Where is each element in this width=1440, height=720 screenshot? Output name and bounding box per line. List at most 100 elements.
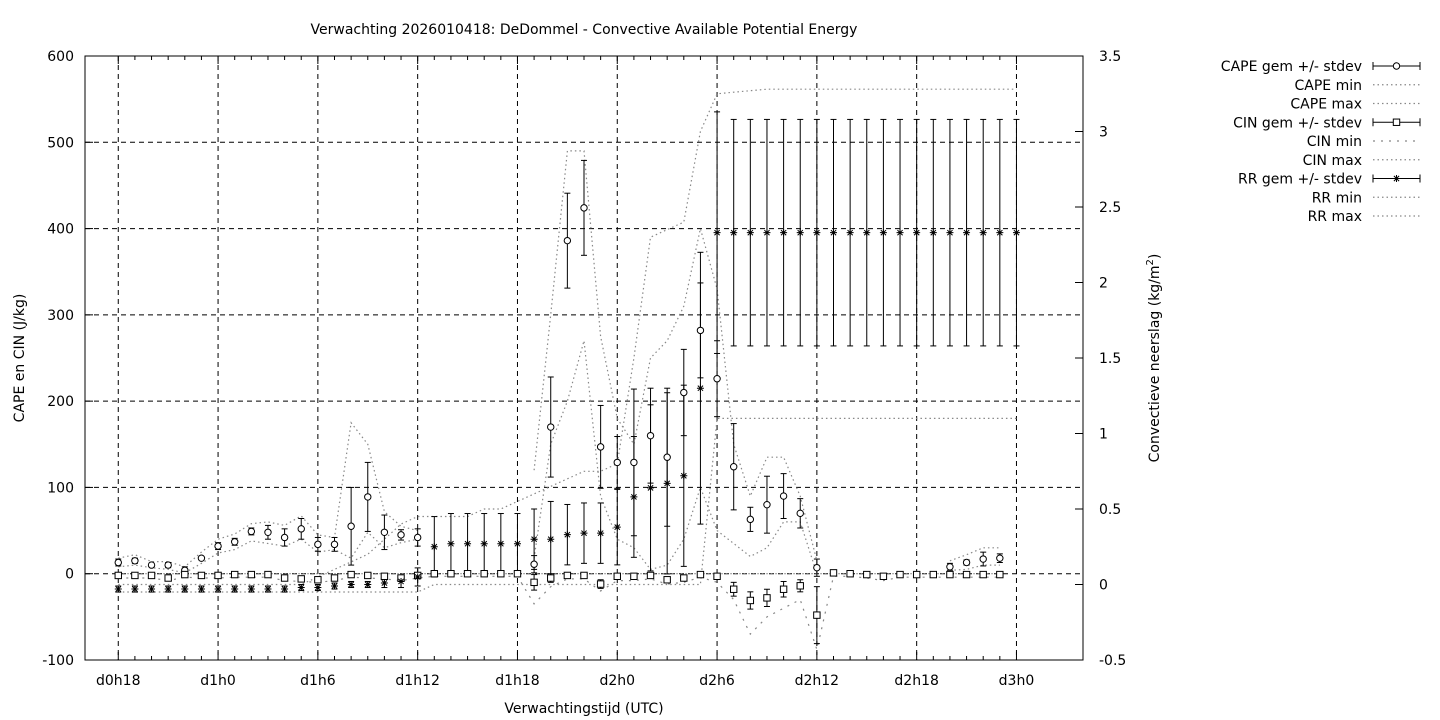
cape-mean-point bbox=[580, 204, 588, 212]
rr-mean-point bbox=[264, 585, 272, 593]
cin-mean-point bbox=[730, 585, 738, 593]
cin-mean-point bbox=[280, 574, 289, 582]
y2-axis-label-sup: 2 bbox=[1145, 259, 1156, 265]
rr-mean-point bbox=[929, 229, 937, 237]
cape-mean-point bbox=[380, 528, 389, 536]
rr-mean-point bbox=[281, 585, 289, 593]
cape-mean-point bbox=[613, 458, 621, 467]
cape-mean-point bbox=[730, 463, 738, 471]
y-tick-label: 500 bbox=[47, 135, 74, 151]
cape-mean-point bbox=[397, 531, 405, 539]
cape-mean-point bbox=[946, 563, 954, 571]
x-tick-label: d2h0 bbox=[599, 673, 635, 689]
cin-mean-point bbox=[264, 570, 272, 579]
cin-mean-point bbox=[896, 570, 904, 579]
cape-mean-point bbox=[646, 431, 655, 440]
rr-mean-point bbox=[347, 581, 355, 588]
rr-mean-point bbox=[1012, 229, 1020, 237]
rr-mean-point bbox=[247, 585, 255, 593]
y-tick-label: -100 bbox=[42, 653, 74, 669]
cape-mean-point bbox=[530, 560, 538, 568]
rr-mean-point bbox=[181, 585, 189, 593]
cin-mean-point bbox=[463, 570, 472, 578]
y2-tick-label: 3 bbox=[1099, 125, 1108, 141]
x-tick-label: d1h18 bbox=[495, 673, 539, 689]
rr-mean-point bbox=[414, 573, 422, 581]
y-tick-label: 0 bbox=[65, 567, 74, 583]
rr-mean-point bbox=[397, 577, 405, 585]
cape-mean-point bbox=[114, 558, 122, 567]
cin-mean-point bbox=[912, 570, 921, 579]
cin-mean-point bbox=[364, 571, 372, 580]
rr-mean-point bbox=[630, 493, 638, 501]
cin-mean-point bbox=[430, 570, 439, 578]
error-bars bbox=[115, 111, 1020, 645]
cin-mean-point bbox=[613, 572, 621, 581]
rr-mean-point bbox=[164, 585, 172, 593]
legend-sample-marker bbox=[1393, 175, 1400, 182]
y2-tick-label: 1.5 bbox=[1099, 351, 1121, 367]
rr-mean-point bbox=[231, 585, 239, 593]
x-tick-label: d2h18 bbox=[894, 673, 938, 689]
cape-mean-point bbox=[347, 522, 355, 530]
x-tick-label: d0h18 bbox=[96, 673, 140, 689]
cape-mean-point bbox=[713, 375, 721, 383]
min-max-lines bbox=[118, 88, 1017, 652]
cape-mean-point bbox=[280, 533, 289, 542]
cin-mean-point bbox=[863, 570, 871, 579]
y-tick-label: 100 bbox=[47, 480, 74, 496]
cin-mean-point bbox=[746, 596, 755, 605]
envelope-rr-max bbox=[118, 88, 1017, 586]
cin-mean-point bbox=[596, 580, 605, 588]
y2-tick-label: 1 bbox=[1099, 427, 1108, 443]
rr-mean-point bbox=[563, 531, 571, 539]
cin-mean-point bbox=[713, 572, 721, 581]
rr-mean-point bbox=[846, 229, 854, 237]
envelope-cin-min bbox=[118, 575, 1000, 652]
cin-mean-point bbox=[131, 571, 139, 580]
cape-mean-point bbox=[547, 423, 555, 431]
rr-mean-point bbox=[863, 229, 871, 237]
cin-mean-point bbox=[630, 572, 638, 581]
cin-mean-point bbox=[779, 585, 788, 593]
cin-mean-point bbox=[996, 570, 1004, 579]
cape-mean-point bbox=[247, 527, 256, 536]
cape-mean-point bbox=[630, 458, 638, 467]
cin-mean-point bbox=[563, 571, 572, 580]
cin-mean-point bbox=[297, 575, 305, 583]
legend-sample-marker bbox=[1392, 62, 1401, 70]
cin-mean-point bbox=[114, 571, 122, 580]
legend-label: CIN gem +/- stdev bbox=[1233, 115, 1362, 131]
cape-mean-point bbox=[147, 561, 156, 569]
cape-mean-point bbox=[779, 492, 788, 500]
cin-mean-point bbox=[829, 569, 838, 577]
rr-mean-point bbox=[447, 540, 455, 548]
cin-mean-point bbox=[580, 571, 588, 580]
x-tick-label: d2h12 bbox=[795, 673, 839, 689]
cape-mean-point bbox=[197, 554, 206, 562]
rr-mean-point bbox=[713, 229, 721, 237]
y-tick-label: 400 bbox=[47, 222, 74, 238]
legend-sample-marker bbox=[1392, 118, 1401, 126]
cin-mean-point bbox=[330, 574, 339, 582]
markers bbox=[114, 204, 1020, 619]
legend-label: RR min bbox=[1312, 190, 1362, 206]
cin-mean-point bbox=[846, 570, 854, 578]
rr-mean-point bbox=[214, 585, 222, 593]
y2-tick-label: 2.5 bbox=[1099, 200, 1121, 216]
rr-mean-point bbox=[131, 585, 139, 593]
cape-mean-point bbox=[231, 538, 239, 546]
rr-mean-point bbox=[663, 479, 671, 487]
cin-mean-point bbox=[497, 570, 505, 578]
cin-mean-point bbox=[447, 570, 455, 578]
rr-mean-point bbox=[979, 229, 987, 237]
cin-mean-point bbox=[929, 570, 937, 579]
legend-label: CIN min bbox=[1307, 134, 1362, 150]
rr-mean-point bbox=[746, 229, 754, 237]
rr-mean-point bbox=[696, 384, 704, 392]
y-axis-label: CAPE en CIN (J/kg) bbox=[12, 294, 28, 423]
cin-mean-point bbox=[181, 570, 189, 579]
cin-mean-point bbox=[796, 582, 804, 590]
cin-mean-point bbox=[214, 571, 222, 580]
cin-mean-point bbox=[197, 571, 206, 580]
